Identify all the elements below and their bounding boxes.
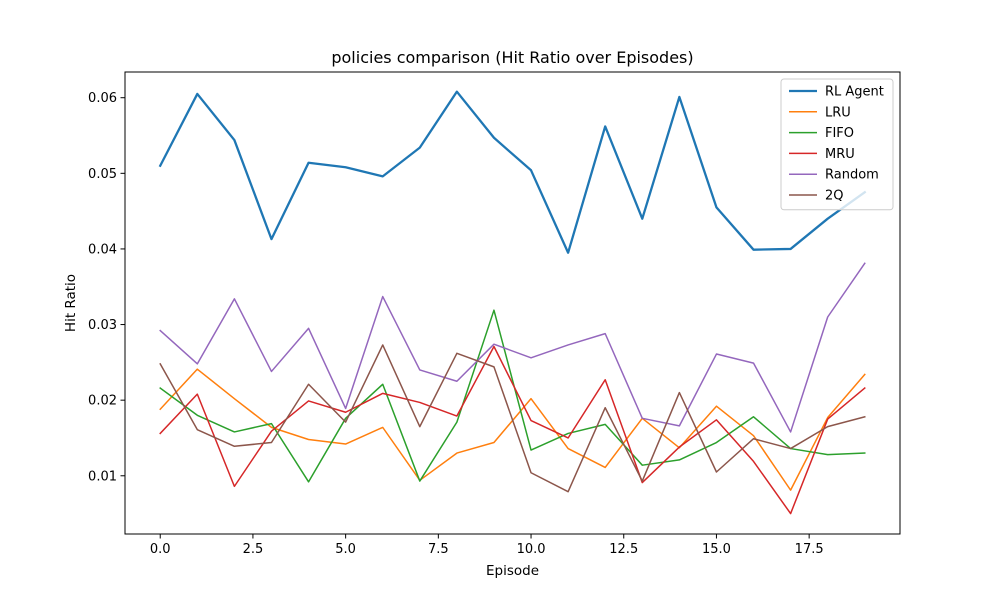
series-line-random <box>159 262 866 433</box>
series-line-mru <box>159 345 866 515</box>
y-tick-label: 0.03 <box>88 318 117 333</box>
chart-title: policies comparison (Hit Ratio over Epis… <box>331 48 693 67</box>
x-tick-label: 7.5 <box>428 542 449 557</box>
x-tick-label: 10.0 <box>517 542 546 557</box>
y-tick-label: 0.04 <box>88 242 117 257</box>
x-tick-label: 0.0 <box>150 542 171 557</box>
y-tick-label: 0.01 <box>88 469 117 484</box>
legend-label-fifo: FIFO <box>825 126 854 141</box>
legend-label-rl-agent: RL Agent <box>825 85 884 100</box>
y-tick-label: 0.05 <box>88 167 117 182</box>
x-tick-label: 15.0 <box>702 542 731 557</box>
axes-frame <box>124 71 901 535</box>
series-line-2q <box>159 344 866 493</box>
legend-label-lru: LRU <box>825 105 851 120</box>
y-axis-label: Hit Ratio <box>63 274 79 332</box>
y-tick-label: 0.02 <box>88 394 117 409</box>
series-line-rl-agent <box>158 90 867 254</box>
legend-label-2q: 2Q <box>825 189 844 204</box>
x-tick-label: 17.5 <box>795 542 824 557</box>
legend-label-random: Random <box>825 168 879 183</box>
legend-label-mru: MRU <box>825 147 855 162</box>
x-axis-label: Episode <box>486 563 539 579</box>
x-axis: 0.0 2.5 5.0 7.5 10.0 12.5 15.0 17.5 <box>150 534 824 557</box>
y-axis: 0.01 0.02 0.03 0.04 0.05 0.06 <box>88 91 125 484</box>
legend: RL Agent LRU FIFO MRU Random 2Q <box>780 78 894 211</box>
x-tick-label: 12.5 <box>609 542 638 557</box>
x-tick-label: 5.0 <box>335 542 356 557</box>
y-tick-label: 0.06 <box>88 91 117 106</box>
x-tick-label: 2.5 <box>243 542 264 557</box>
series-layer <box>158 90 867 515</box>
